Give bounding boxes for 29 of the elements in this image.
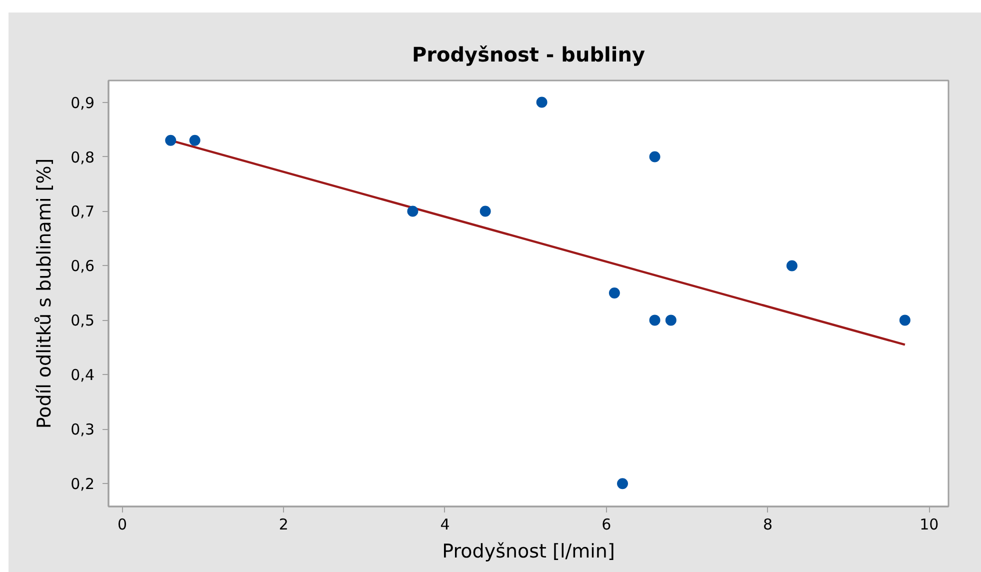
x-tick-label: 10 — [920, 516, 939, 534]
x-axis-title: Prodyšnost [l/min] — [442, 540, 615, 562]
y-tick-label: 0,5 — [70, 312, 95, 330]
point — [189, 134, 200, 146]
point — [617, 478, 628, 490]
x-tick-label: 4 — [440, 516, 450, 534]
point — [165, 134, 176, 146]
point — [665, 314, 676, 326]
x-tick-label: 2 — [278, 516, 288, 534]
point — [407, 206, 418, 217]
point — [536, 96, 548, 108]
x-tick-label: 0 — [117, 516, 127, 534]
y-tick-label: 0,8 — [70, 148, 95, 166]
point — [480, 206, 491, 217]
x-tick-label: 6 — [602, 516, 612, 534]
point — [786, 260, 798, 272]
y-tick-label: 0,2 — [70, 475, 95, 494]
y-axis-title: Podíl odlitků s bublinami [%] — [34, 158, 56, 429]
y-tick-label: 0,6 — [70, 257, 95, 276]
x-tick-label: 8 — [762, 516, 773, 534]
point — [608, 287, 620, 298]
point — [899, 314, 910, 326]
y-tick-label: 0,9 — [70, 94, 95, 112]
y-tick-label: 0,7 — [70, 202, 95, 221]
chart-title: Prodyšnost - bubliny — [412, 42, 646, 66]
point — [649, 314, 660, 326]
y-tick-label: 0,4 — [70, 366, 95, 384]
point — [649, 151, 660, 162]
y-tick-label: 0,3 — [70, 420, 95, 439]
